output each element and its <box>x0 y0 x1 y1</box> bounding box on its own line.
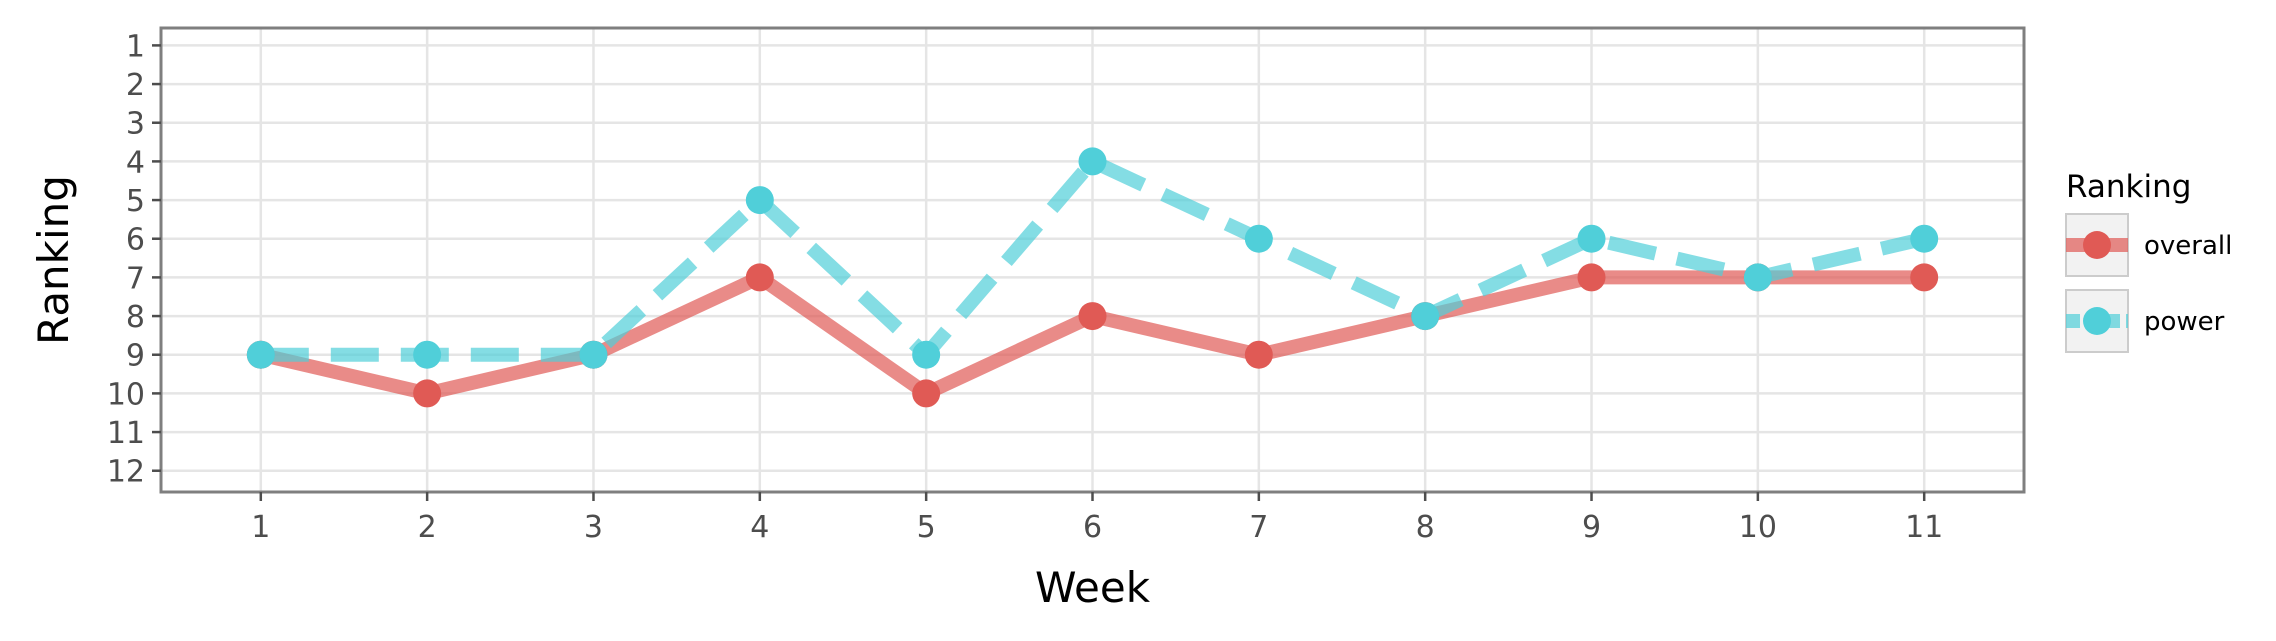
data-point-power <box>1577 224 1606 253</box>
y-tick-label: 5 <box>126 184 145 219</box>
x-tick-label: 10 <box>1739 510 1777 545</box>
x-tick-label: 1 <box>251 510 270 545</box>
data-point-power <box>1411 302 1440 331</box>
data-point-overall <box>745 263 774 292</box>
data-point-overall <box>912 379 941 408</box>
y-tick-label: 8 <box>126 300 145 335</box>
x-tick-label: 5 <box>917 510 936 545</box>
x-tick-label: 3 <box>584 510 603 545</box>
data-point-overall <box>1078 302 1107 331</box>
x-tick-label: 2 <box>418 510 437 545</box>
y-tick-label: 2 <box>126 68 145 103</box>
data-point-power <box>413 340 442 369</box>
y-tick-label: 3 <box>126 107 145 142</box>
data-point-power <box>579 340 608 369</box>
series-layer <box>246 147 1939 408</box>
series-line-power <box>260 154 1926 362</box>
data-point-overall <box>413 379 442 408</box>
data-point-power <box>912 340 941 369</box>
data-point-overall <box>1577 263 1606 292</box>
x-tick-label: 4 <box>750 510 769 545</box>
x-tick-label: 8 <box>1416 510 1435 545</box>
data-point-power <box>1910 224 1939 253</box>
data-point-overall <box>1910 263 1939 292</box>
y-tick-label: 4 <box>126 145 145 180</box>
data-point-power <box>1078 147 1107 176</box>
legend-label: overall <box>2144 231 2232 261</box>
data-point-power <box>745 186 774 215</box>
x-tick-label: 9 <box>1582 510 1601 545</box>
data-point-power <box>246 340 275 369</box>
grid-lines <box>161 28 2024 492</box>
legend: Ranking overall power <box>2065 169 2232 353</box>
x-tick-label: 7 <box>1249 510 1268 545</box>
legend-key-point <box>2083 307 2111 335</box>
x-axis-title: Week <box>1035 563 1151 612</box>
x-tick-label: 6 <box>1083 510 1102 545</box>
legend-title: Ranking <box>2066 169 2191 205</box>
x-tick-label: 11 <box>1905 510 1943 545</box>
y-axis-title: Ranking <box>29 175 78 345</box>
y-tick-label: 7 <box>126 261 145 296</box>
y-tick-label: 9 <box>126 339 145 374</box>
legend-item-power: power <box>2065 289 2225 353</box>
legend-item-overall: overall <box>2065 213 2232 277</box>
y-tick-label: 1 <box>126 29 145 64</box>
data-point-power <box>1244 224 1273 253</box>
legend-key-point <box>2083 231 2111 259</box>
y-tick-label: 6 <box>126 223 145 258</box>
y-tick-label: 12 <box>107 455 145 490</box>
data-point-overall <box>1244 340 1273 369</box>
series-power <box>246 147 1939 369</box>
legend-label: power <box>2144 307 2225 337</box>
data-point-power <box>1743 263 1772 292</box>
y-tick-label: 10 <box>107 377 145 412</box>
y-tick-label: 11 <box>107 416 145 451</box>
